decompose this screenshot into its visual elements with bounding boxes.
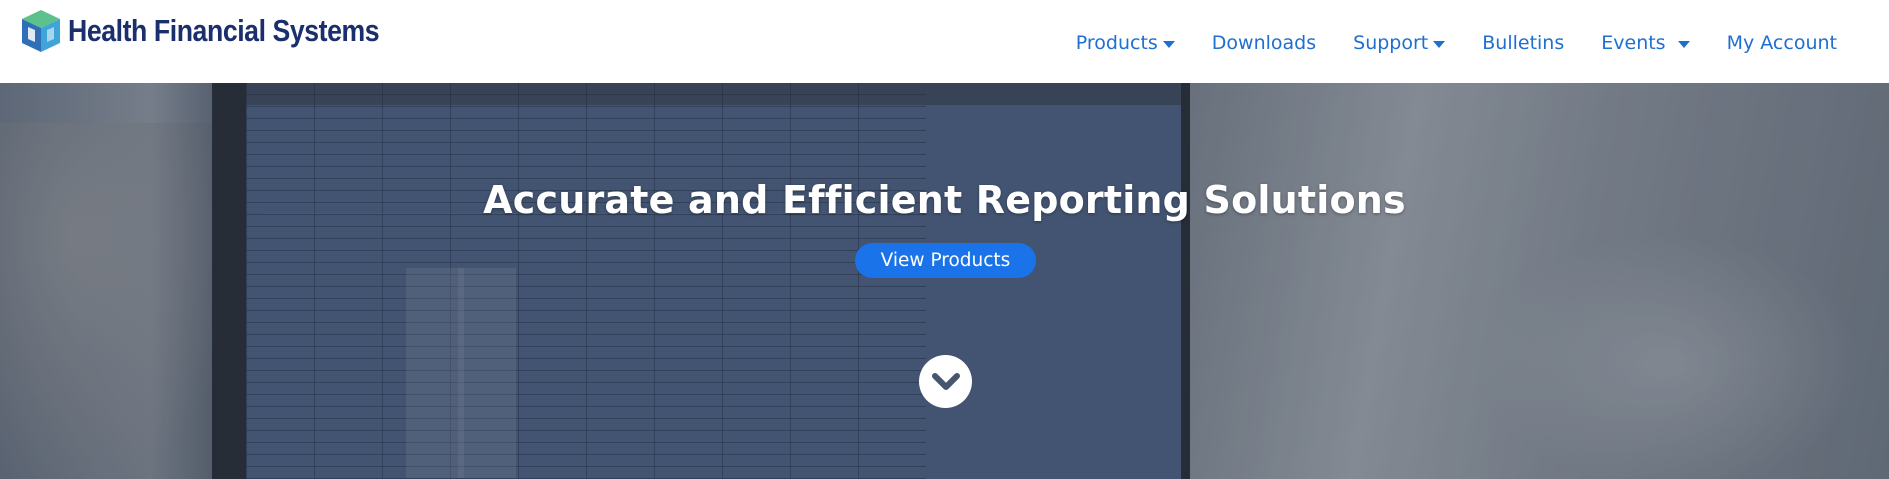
- nav-my-account-label: My Account: [1726, 32, 1837, 54]
- hero-title: Accurate and Efficient Reporting Solutio…: [483, 178, 1406, 222]
- spreadsheet-grid: [246, 83, 926, 479]
- nav-events[interactable]: Events: [1601, 32, 1690, 54]
- brand-logo[interactable]: Health Financial Systems: [20, 8, 430, 54]
- nav-my-account[interactable]: My Account: [1727, 32, 1837, 54]
- spreadsheet-highlight-line: [266, 213, 916, 214]
- hero-banner: Accurate and Efficient Reporting Solutio…: [0, 83, 1889, 479]
- main-nav: Products Downloads Support Bulletins Eve…: [1039, 32, 1837, 54]
- nav-products-label: Products: [1075, 32, 1158, 54]
- caret-down-icon: [1677, 40, 1690, 48]
- hero-background-person: [1480, 233, 1860, 479]
- nav-support[interactable]: Support: [1353, 32, 1446, 54]
- nav-events-label: Events: [1601, 32, 1666, 54]
- spreadsheet-column: [458, 268, 516, 478]
- hero-spreadsheet-image: [246, 83, 1181, 479]
- cube-logo-icon: [22, 10, 60, 52]
- nav-products[interactable]: Products: [1076, 32, 1175, 54]
- scroll-down-button[interactable]: [919, 355, 972, 408]
- caret-down-icon: [1433, 40, 1446, 48]
- nav-bulletins-label: Bulletins: [1482, 32, 1565, 54]
- nav-downloads-label: Downloads: [1211, 32, 1317, 54]
- view-products-button[interactable]: View Products: [855, 243, 1036, 278]
- caret-down-icon: [1162, 40, 1175, 48]
- spreadsheet-column: [406, 268, 464, 478]
- nav-support-label: Support: [1353, 32, 1429, 54]
- site-header: Health Financial Systems Products Downlo…: [0, 0, 1889, 83]
- nav-downloads[interactable]: Downloads: [1212, 32, 1316, 54]
- brand-name: Health Financial Systems: [68, 13, 380, 48]
- spreadsheet-toolbar: [246, 83, 1181, 105]
- hero-background-blur-left: [0, 123, 240, 479]
- nav-bulletins[interactable]: Bulletins: [1482, 32, 1564, 54]
- chevron-down-icon: [931, 372, 960, 390]
- hero-overlay: [0, 83, 1889, 479]
